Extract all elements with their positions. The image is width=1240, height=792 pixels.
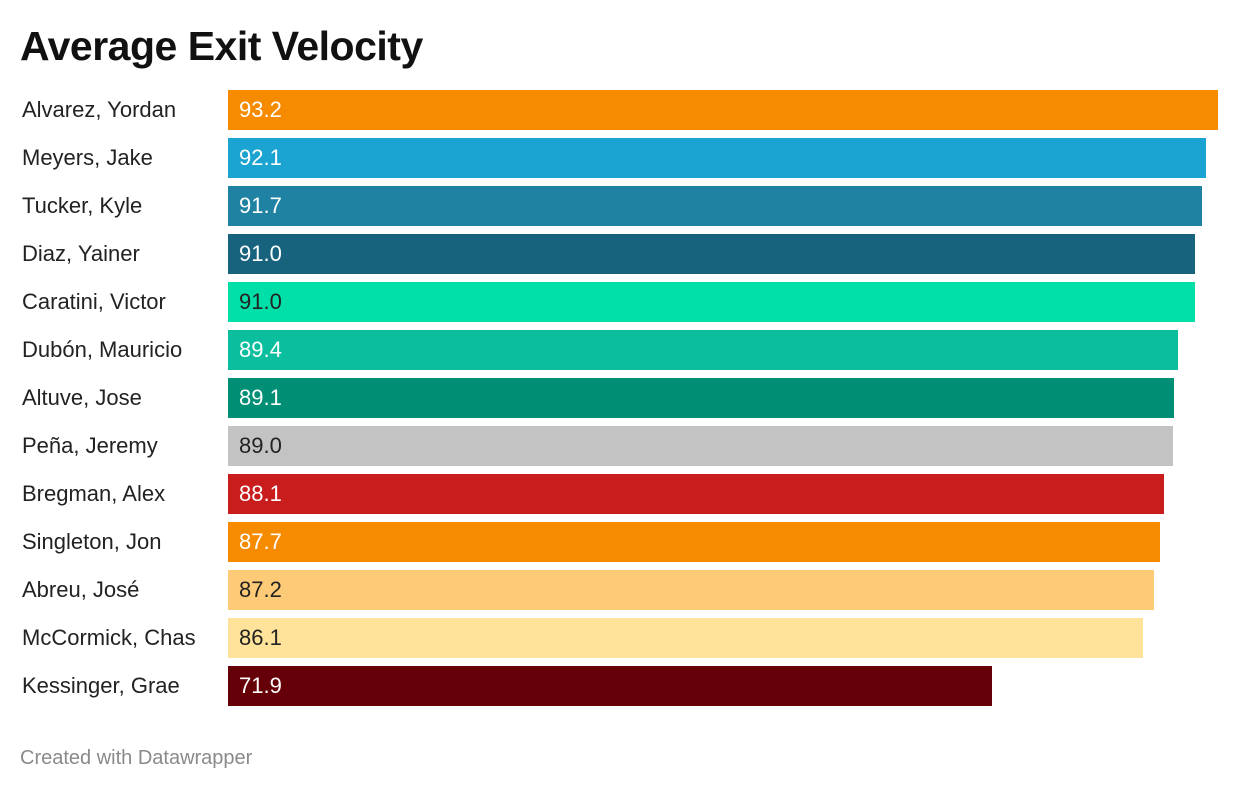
bar-meyers-jake xyxy=(228,138,1207,178)
chart-credit: Created with Datawrapper xyxy=(20,747,253,769)
bar-abreu-jose xyxy=(228,570,1155,610)
category-label-pena-jeremy: Peña, Jeremy xyxy=(22,433,158,458)
category-label-bregman-alex: Bregman, Alex xyxy=(22,481,166,506)
value-label-pena-jeremy: 89.0 xyxy=(239,433,282,458)
chart-title: Average Exit Velocity xyxy=(20,23,423,69)
bar-kessinger-grae xyxy=(228,666,992,706)
value-label-abreu-jose: 87.2 xyxy=(239,577,282,602)
category-label-diaz-yainer: Diaz, Yainer xyxy=(22,241,140,266)
bar-caratini-victor xyxy=(228,282,1195,322)
category-label-singleton-jon: Singleton, Jon xyxy=(22,529,162,554)
value-label-caratini-victor: 91.0 xyxy=(239,289,282,314)
value-label-altuve-jose: 89.1 xyxy=(239,385,282,410)
bar-altuve-jose xyxy=(228,378,1175,418)
bar-singleton-jon xyxy=(228,522,1160,562)
value-label-mccormick-chas: 86.1 xyxy=(239,625,282,650)
category-label-dubon-mauricio: Dubón, Mauricio xyxy=(22,337,183,362)
category-label-kessinger-grae: Kessinger, Grae xyxy=(22,673,180,698)
category-label-alvarez-yordan: Alvarez, Yordan xyxy=(22,97,177,122)
category-label-meyers-jake: Meyers, Jake xyxy=(22,145,153,170)
value-label-diaz-yainer: 91.0 xyxy=(239,241,282,266)
value-label-meyers-jake: 92.1 xyxy=(239,145,282,170)
value-label-alvarez-yordan: 93.2 xyxy=(239,97,282,122)
value-label-tucker-kyle: 91.7 xyxy=(239,193,282,218)
value-label-singleton-jon: 87.7 xyxy=(239,529,282,554)
value-label-dubon-mauricio: 89.4 xyxy=(239,337,282,362)
bar-bregman-alex xyxy=(228,474,1164,514)
category-label-altuve-jose: Altuve, Jose xyxy=(22,385,142,410)
bar-diaz-yainer xyxy=(228,234,1195,274)
value-label-bregman-alex: 88.1 xyxy=(239,481,282,506)
bar-tucker-kyle xyxy=(228,186,1203,226)
category-label-tucker-kyle: Tucker, Kyle xyxy=(22,193,143,218)
bar-alvarez-yordan xyxy=(228,90,1218,130)
bar-mccormick-chas xyxy=(228,618,1143,658)
category-label-mccormick-chas: McCormick, Chas xyxy=(22,625,196,650)
category-label-abreu-jose: Abreu, José xyxy=(22,577,140,602)
bar-dubon-mauricio xyxy=(228,330,1178,370)
bar-pena-jeremy xyxy=(228,426,1174,466)
category-label-caratini-victor: Caratini, Victor xyxy=(22,289,166,314)
value-label-kessinger-grae: 71.9 xyxy=(239,673,282,698)
